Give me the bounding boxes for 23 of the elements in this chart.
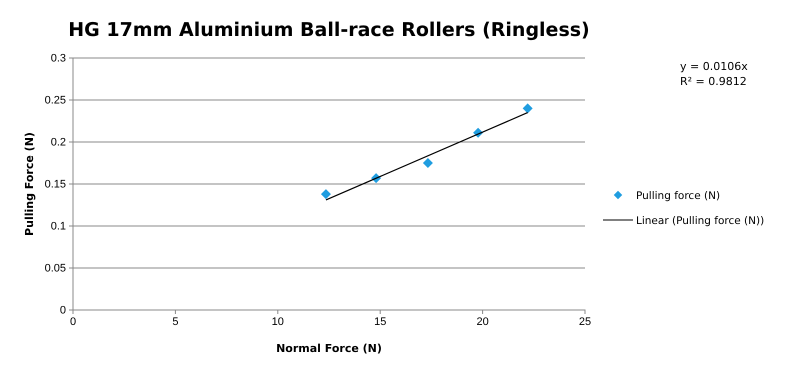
y-tick-label: 0.3	[50, 52, 66, 65]
x-tick-label: 5	[172, 316, 178, 328]
y-tick-label: 0.1	[50, 220, 66, 233]
text: y = 0.0106x	[680, 60, 748, 73]
legend-label: Linear (Pulling force (N))	[636, 215, 764, 227]
y-tick-label: 0.2	[50, 136, 66, 149]
y-tick-label: 0.15	[44, 178, 66, 191]
point	[320, 189, 331, 200]
x-tick-label: 25	[578, 316, 592, 328]
point	[422, 158, 433, 168]
y-axis-title: Pulling Force (N)	[23, 132, 36, 236]
y-tick-label: 0.05	[44, 262, 66, 275]
x-tick-label: 15	[374, 316, 386, 328]
chart-title: HG 17mm Aluminium Ball-race Rollers (Ringless)	[68, 19, 590, 41]
x-tick-label: 10	[272, 316, 284, 328]
point	[522, 103, 533, 114]
y-tick-label: 0.25	[44, 94, 66, 107]
x-tick-label: 0	[70, 316, 76, 328]
x-tick-label: 20	[476, 316, 489, 328]
x-axis-title: Normal Force (N)	[276, 342, 382, 355]
legend-label: Pulling force (N)	[636, 190, 720, 202]
y-tick-label: 0	[60, 304, 66, 317]
text: R² = 0.9812	[680, 75, 747, 88]
